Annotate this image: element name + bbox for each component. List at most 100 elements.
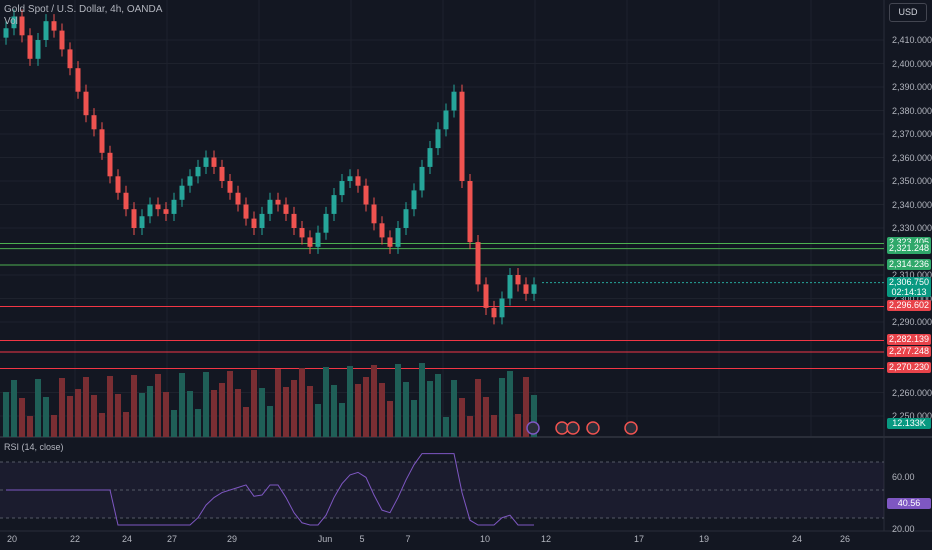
candle-body (323, 213, 329, 233)
candle-body (411, 190, 417, 210)
volume-bar (299, 368, 305, 437)
candle-body (267, 199, 273, 214)
candle-body (203, 157, 209, 167)
candle-body (83, 91, 89, 116)
candle-body (515, 275, 521, 285)
volume-bar (451, 380, 457, 437)
candle-body (363, 185, 369, 205)
candle-body (115, 176, 121, 193)
candle-body (347, 176, 353, 181)
candle-body (371, 204, 377, 224)
current-price-label: 2,306.750 02:14:13 (887, 276, 931, 297)
time-tick: 7 (405, 534, 411, 544)
candle-body (467, 181, 473, 243)
price-level-label: 2,321.248 (887, 242, 931, 254)
volume-bar (195, 409, 201, 437)
candle-body (19, 16, 25, 36)
candle-body (331, 195, 337, 214)
candle-body (43, 21, 49, 40)
volume-bar (251, 370, 257, 437)
volume-bar (115, 394, 121, 437)
price-tick: 2,410.000 (892, 35, 932, 45)
volume-bar (27, 416, 33, 437)
candle-body (435, 129, 441, 149)
candle-body (459, 91, 465, 181)
economic-event-icon (624, 421, 638, 435)
volume-bar (523, 377, 529, 437)
candle-body (211, 157, 217, 167)
volume-bar (235, 389, 241, 437)
candle-body (339, 181, 345, 196)
volume-bar (403, 382, 409, 437)
rsi-title: RSI (14, close) (4, 442, 64, 452)
economic-event-icon (526, 421, 540, 435)
volume-bar (443, 417, 449, 437)
volume-bar (107, 376, 113, 437)
candle-body (251, 218, 257, 228)
volume-bar (323, 367, 329, 437)
candle-body (283, 204, 289, 214)
candle-body (395, 228, 401, 247)
time-tick: 24 (791, 534, 803, 544)
volume-bar (219, 383, 225, 437)
volume-bar (515, 414, 521, 437)
volume-bar (467, 416, 473, 437)
volume-bar (51, 415, 57, 437)
volume-bar (43, 397, 49, 437)
price-level-label: 2,277.248 (887, 345, 931, 357)
candle-body (499, 298, 505, 318)
candle-body (91, 115, 97, 130)
price-tick: 2,400.000 (892, 58, 932, 69)
price-level-label: 2,296.602 (887, 300, 931, 312)
time-tick: 24 (121, 534, 133, 544)
volume-bar (347, 366, 353, 437)
candle-body (403, 209, 409, 228)
price-tick: 2,310.000 (892, 270, 932, 280)
volume-bar (179, 373, 185, 437)
price-level-label: 2,282.139 (887, 334, 931, 346)
volume-bar (83, 377, 89, 437)
volume-indicator-label: Vol (4, 16, 18, 27)
rsi-tick-20: 20.00 (892, 524, 915, 534)
volume-bar (283, 387, 289, 437)
time-tick: 5 (359, 534, 365, 544)
rsi-tick-60: 60.00 (892, 472, 915, 482)
currency-button[interactable]: USD (889, 3, 927, 22)
volume-bar (227, 371, 233, 437)
time-tick: 27 (166, 534, 178, 544)
candle-body (163, 209, 169, 214)
price-tick: 2,290.000 (892, 317, 932, 327)
chart-header: Gold Spot / U.S. Dollar, 4h, OANDA Vol (4, 4, 162, 28)
volume-bar (363, 377, 369, 437)
candle-body (427, 148, 433, 167)
candle-body (243, 204, 249, 219)
candle-body (523, 284, 529, 294)
candle-body (195, 166, 201, 177)
candle-body (307, 237, 313, 247)
candle-body (475, 242, 481, 285)
economic-event-icon (555, 421, 569, 435)
candle-body (59, 30, 65, 50)
volume-bar (307, 386, 313, 437)
volume-bar (147, 386, 153, 437)
volume-bar (419, 363, 425, 437)
candle-body (51, 21, 57, 31)
candle-body (107, 152, 113, 177)
candle-body (27, 35, 33, 59)
time-tick: 19 (698, 534, 710, 544)
candle-body (219, 166, 225, 181)
price-tick: 2,250.000 (892, 411, 932, 421)
candle-body (99, 129, 105, 153)
rsi-band (0, 462, 884, 518)
volume-bar (275, 369, 281, 437)
volume-bar (123, 412, 129, 437)
candle-body (131, 209, 137, 228)
volume-bar (203, 372, 209, 437)
candle-body (139, 216, 145, 228)
volume-bar (59, 378, 65, 437)
price-tick: 2,350.000 (892, 176, 932, 186)
volume-bar (339, 403, 345, 437)
candle-body (451, 91, 457, 111)
